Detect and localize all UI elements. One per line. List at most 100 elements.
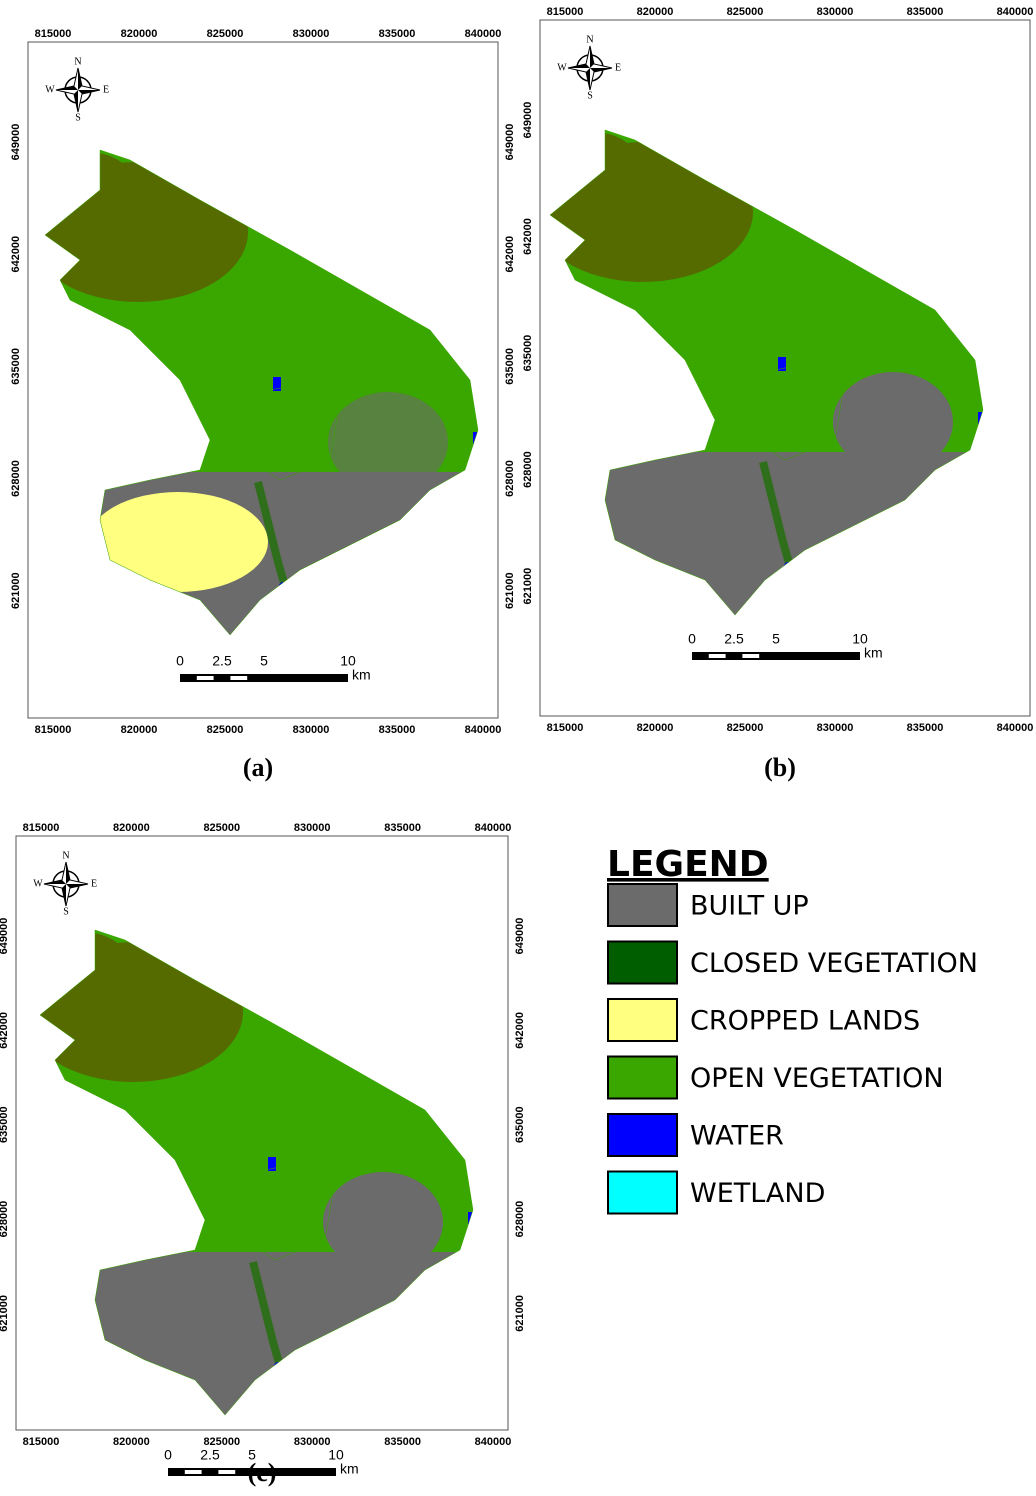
x-tick-label: 840000 — [475, 822, 512, 834]
legend-swatch — [608, 1114, 677, 1156]
y-tick-label: 635000 — [522, 335, 534, 372]
x-tick-label: 840000 — [997, 6, 1034, 18]
compass-letter: E — [615, 62, 621, 73]
y-tick-label: 642000 — [0, 1012, 10, 1049]
compass-letter: W — [45, 84, 55, 95]
scale-bar-segment — [230, 676, 247, 680]
x-tick-label: 840000 — [465, 28, 502, 40]
y-tick-label: 621000 — [522, 568, 534, 605]
scale-label: 2.5 — [724, 631, 744, 647]
x-tick-label: 830000 — [817, 722, 854, 734]
legend-label: BUILT UP — [690, 891, 809, 922]
scale-label: 0 — [688, 631, 696, 647]
y-tick-label: 621000 — [10, 572, 22, 609]
x-tick-label: 835000 — [379, 28, 416, 40]
y-tick-label: 635000 — [514, 1106, 526, 1143]
built-up — [328, 392, 448, 492]
y-tick-label: 642000 — [514, 1012, 526, 1049]
legend: LEGEND BUILT UP CLOSED VEGETATION CROPPED L… — [607, 844, 978, 1214]
legend-label: CLOSED VEGETATION — [690, 948, 978, 979]
panel-caption: (b) — [764, 753, 796, 782]
y-tick-label: 628000 — [0, 1201, 10, 1238]
scale-bar-segment — [709, 654, 726, 658]
legend-label: WATER — [690, 1121, 784, 1152]
x-tick-label: 815000 — [547, 722, 584, 734]
x-tick-label: 835000 — [384, 1436, 421, 1448]
scale-label: 2.5 — [212, 653, 232, 669]
x-tick-label: 835000 — [907, 6, 944, 18]
map-panel: 8150008150008200008200008250008250008300… — [522, 6, 1033, 782]
x-tick-label: 840000 — [465, 724, 502, 736]
scale-label: 5 — [260, 653, 268, 669]
compass-letter: W — [557, 62, 567, 73]
y-tick-label: 635000 — [504, 348, 516, 385]
x-tick-label: 825000 — [727, 722, 764, 734]
compass-letter: S — [75, 112, 81, 123]
y-tick-label: 649000 — [522, 102, 534, 139]
scale-label: 0 — [176, 653, 184, 669]
legend-swatch — [608, 1172, 677, 1214]
y-tick-label: 635000 — [10, 348, 22, 385]
x-tick-label: 815000 — [35, 28, 72, 40]
scale-unit: km — [864, 645, 883, 661]
y-tick-label: 642000 — [504, 236, 516, 273]
x-tick-label: 815000 — [23, 822, 60, 834]
scale-label: 0 — [164, 1447, 172, 1463]
legend-swatch — [608, 1057, 677, 1099]
x-tick-label: 820000 — [637, 6, 674, 18]
x-tick-label: 820000 — [121, 724, 158, 736]
water — [273, 377, 281, 391]
y-tick-label: 621000 — [514, 1295, 526, 1332]
y-tick-label: 628000 — [514, 1201, 526, 1238]
y-tick-label: 649000 — [504, 124, 516, 161]
x-tick-label: 825000 — [727, 6, 764, 18]
y-tick-label: 635000 — [0, 1106, 10, 1143]
y-tick-label: 642000 — [10, 236, 22, 273]
map-panel: 8150008150008200008200008250008250008300… — [10, 28, 516, 782]
map-panel: 8150008150008200008200008250008250008300… — [0, 822, 526, 1487]
x-tick-label: 820000 — [637, 722, 674, 734]
scale-bar-segment — [197, 676, 214, 680]
y-tick-label: 642000 — [522, 218, 534, 255]
x-tick-label: 815000 — [35, 724, 72, 736]
x-tick-label: 825000 — [207, 724, 244, 736]
y-tick-label: 628000 — [522, 451, 534, 488]
figure: 815000 815000 820000 820000 825000 825000 8300… — [0, 0, 1036, 1496]
x-tick-label: 815000 — [23, 1436, 60, 1448]
x-tick-label: 830000 — [817, 6, 854, 18]
panel-caption: (c) — [248, 1458, 277, 1487]
legend-label: WETLAND — [690, 1178, 825, 1209]
y-tick-label: 621000 — [0, 1295, 10, 1332]
x-tick-label: 830000 — [294, 822, 331, 834]
legend-swatch — [608, 942, 677, 984]
compass-letter: N — [74, 56, 81, 67]
legend-title: LEGEND — [607, 844, 769, 885]
legend-label: OPEN VEGETATION — [690, 1063, 944, 1094]
scale-label: 2.5 — [200, 1447, 220, 1463]
scale-label: 5 — [772, 631, 780, 647]
compass-letter: N — [586, 34, 593, 45]
x-tick-label: 840000 — [475, 1436, 512, 1448]
legend-label: CROPPED LANDS — [690, 1006, 920, 1037]
compass-letter: E — [103, 84, 109, 95]
y-tick-label: 628000 — [10, 460, 22, 497]
scale-unit: km — [352, 667, 371, 683]
water — [778, 357, 786, 371]
scale-unit: km — [340, 1461, 359, 1477]
y-tick-label: 621000 — [504, 572, 516, 609]
x-tick-label: 835000 — [379, 724, 416, 736]
y-tick-label: 649000 — [0, 918, 10, 955]
y-tick-label: 628000 — [504, 460, 516, 497]
x-tick-label: 825000 — [203, 822, 240, 834]
x-tick-label: 825000 — [207, 28, 244, 40]
compass-letter: N — [62, 850, 69, 861]
x-tick-label: 820000 — [113, 822, 150, 834]
compass-letter: W — [33, 878, 43, 889]
scale-bar-segment — [742, 654, 759, 658]
x-tick-label: 820000 — [121, 28, 158, 40]
x-tick-label: 835000 — [384, 822, 421, 834]
x-tick-label: 835000 — [907, 722, 944, 734]
x-tick-label: 840000 — [997, 722, 1034, 734]
legend-swatch — [608, 884, 677, 926]
compass-letter: S — [587, 90, 593, 101]
